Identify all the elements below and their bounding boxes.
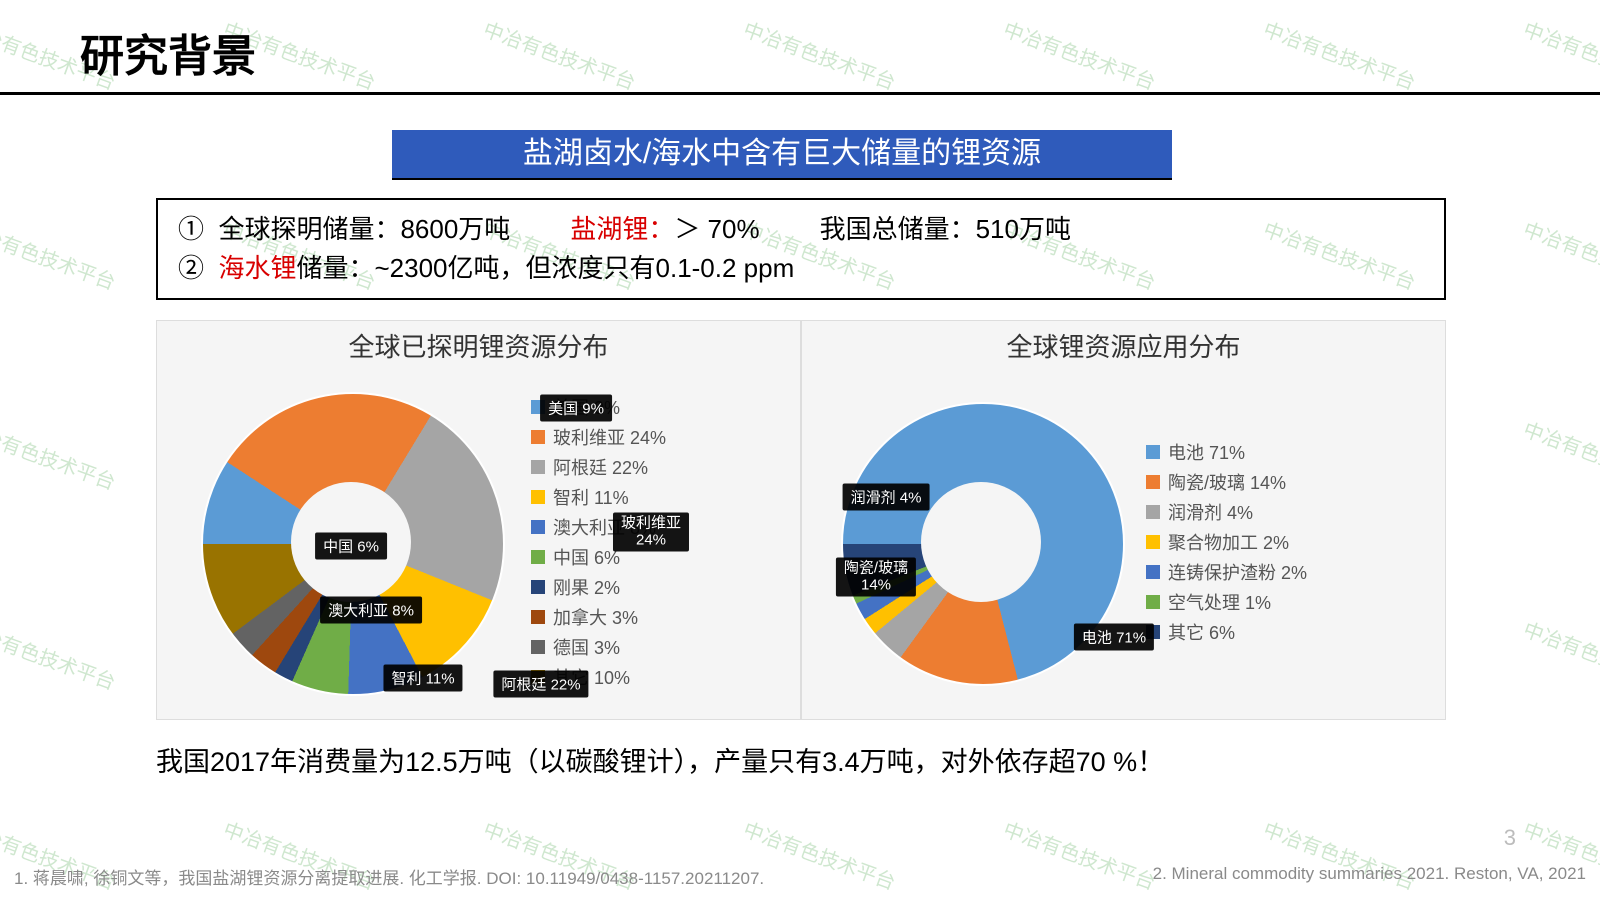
info-1b-rest: ＞ 70% [674,214,759,244]
legend-label: 智利 11% [553,484,629,510]
legend-label: 加拿大 3% [553,604,638,630]
watermark: 中冶有色技术平台 [1520,414,1600,496]
legend-label: 润滑剂 4% [1168,499,1253,525]
legend-label: 聚合物加工 2% [1168,529,1289,555]
title-rule [0,92,1600,95]
legend-swatch [531,550,545,564]
slice-label: 阿根廷 22% [493,671,588,698]
watermark: 中冶有色技术平台 [0,614,120,696]
watermark: 中冶有色技术平台 [0,214,120,296]
slice-label: 澳大利亚 8% [320,597,422,624]
info-2-red: 海水锂 [218,253,296,283]
watermark: 中冶有色技术平台 [1520,14,1600,96]
legend-label: 空气处理 1% [1168,589,1271,615]
watermark: 中冶有色技术平台 [1520,614,1600,696]
chart-right: 全球锂资源应用分布 电池 71% 陶瓷/玻璃14% 润滑剂 4% 电池 71% 陶瓷/… [801,320,1446,720]
slice-label: 陶瓷/玻璃14% [836,558,916,597]
slice-label: 智利 11% [383,665,462,692]
legend-item: 德国 3% [531,634,790,660]
info-2-rest: 储量：~2300亿吨，但浓度只有0.1-0.2 ppm [296,253,794,283]
slice-label: 中国 6% [315,533,387,560]
info-box: ① 全球探明储量：8600万吨 盐湖锂：＞ 70% 我国总储量：510万吨 ② … [156,198,1446,300]
chart-left: 全球已探明锂资源分布 美国 9% 玻利维亚24% 阿根廷 22% 智利 11% 澳大利亚… [156,320,801,720]
legend-swatch [1146,595,1160,609]
legend-swatch [531,520,545,534]
legend-swatch [1146,445,1160,459]
chart-left-donut-wrap: 美国 9%玻利维亚24%阿根廷 22%智利 11%澳大利亚 8%中国 6% [171,372,531,712]
legend-label: 德国 3% [553,634,620,660]
chart-right-title: 全球锂资源应用分布 [802,321,1445,364]
watermark: 中冶有色技术平台 [480,14,640,96]
legend-swatch [531,640,545,654]
slide-title: 研究背景 [80,20,256,84]
bottom-text: 我国2017年消费量为12.5万吨（以碳酸锂计），产量只有3.4万吨，对外依存超… [156,740,1446,779]
legend-item: 聚合物加工 2% [1146,529,1435,555]
legend-swatch [1146,505,1160,519]
ref-left: 1. 蒋晨啸, 徐铜文等，我国盐湖锂资源分离提取进展. 化工学报. DOI: 1… [14,864,764,889]
legend-item: 连铸保护渣粉 2% [1146,559,1435,585]
legend-item: 陶瓷/玻璃 14% [1146,469,1435,495]
legend-swatch [531,610,545,624]
slice-label: 美国 9% [540,395,612,422]
slice-label: 润滑剂 4% [843,484,930,511]
legend-swatch [531,460,545,474]
info-2-num: ② [178,253,204,283]
legend-item: 电池 71% [1146,439,1435,465]
legend-swatch [1146,565,1160,579]
legend-swatch [1146,475,1160,489]
slice-label: 玻利维亚24% [613,513,689,552]
legend-label: 刚果 2% [553,574,620,600]
watermark: 中冶有色技术平台 [1000,14,1160,96]
charts-row: 全球已探明锂资源分布 美国 9% 玻利维亚24% 阿根廷 22% 智利 11% 澳大利亚… [156,320,1446,720]
legend-item: 其它 6% [1146,619,1435,645]
info-1a: 全球探明储量：8600万吨 [218,214,510,244]
legend-label: 连铸保护渣粉 2% [1168,559,1307,585]
legend-label: 阿根廷 22% [553,454,648,480]
legend-item: 阿根廷 22% [531,454,790,480]
watermark: 中冶有色技术平台 [0,414,120,496]
slice-label: 电池 71% [1074,624,1154,651]
references: 1. 蒋晨啸, 徐铜文等，我国盐湖锂资源分离提取进展. 化工学报. DOI: 1… [14,864,1586,889]
legend-item: 刚果 2% [531,574,790,600]
legend-swatch [531,430,545,444]
legend-label: 其它 6% [1168,619,1235,645]
legend-item: 智利 11% [531,484,790,510]
watermark: 中冶有色技术平台 [740,14,900,96]
legend-swatch [531,490,545,504]
info-1-num: ① [178,214,204,244]
chart-left-title: 全球已探明锂资源分布 [157,321,800,364]
chart-right-legend: 电池 71% 陶瓷/玻璃 14% 润滑剂 4% 聚合物加工 2% 连铸保护渣粉 2% 空气… [1146,435,1445,649]
ref-right: 2. Mineral commodity summaries 2021. Res… [1153,864,1586,889]
legend-swatch [1146,535,1160,549]
legend-swatch [531,580,545,594]
page-number: 3 [1504,825,1516,851]
legend-item: 润滑剂 4% [1146,499,1435,525]
legend-item: 空气处理 1% [1146,589,1435,615]
legend-label: 陶瓷/玻璃 14% [1168,469,1286,495]
info-1c: 我国总储量：510万吨 [820,210,1071,249]
watermark: 中冶有色技术平台 [1520,214,1600,296]
legend-label: 玻利维亚 24% [553,424,666,450]
legend-label: 中国 6% [553,544,620,570]
info-1b-red: 盐湖锂： [570,214,674,244]
legend-label: 电池 71% [1168,439,1245,465]
watermark: 中冶有色技术平台 [1260,14,1420,96]
chart-right-donut-wrap: 电池 71%陶瓷/玻璃14%润滑剂 4% [816,377,1146,707]
legend-item: 加拿大 3% [531,604,790,630]
banner: 盐湖卤水/海水中含有巨大储量的锂资源 [392,130,1172,180]
legend-item: 玻利维亚 24% [531,424,790,450]
chart-right-hole [921,482,1041,602]
